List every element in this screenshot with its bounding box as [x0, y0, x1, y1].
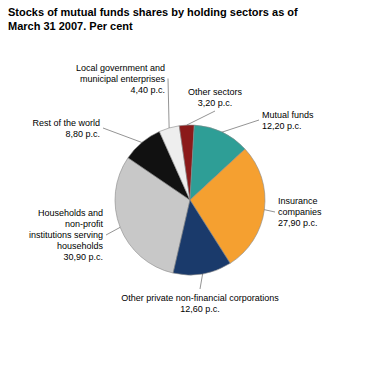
value-label: 3,20 p.c. [198, 98, 233, 108]
slice-label-line: Households and [38, 208, 103, 218]
leader-line [106, 227, 120, 235]
value-label: 12,20 p.c. [262, 121, 302, 131]
slice-label-line: institutions serving [29, 230, 103, 240]
slice-label: Rest of the world [32, 118, 100, 128]
value-label: 12,60 p.c. [180, 304, 220, 314]
value-label: 27,90 p.c. [278, 218, 318, 228]
leader-line [187, 111, 215, 125]
slice-label: Households andnon-profitinstitutions ser… [29, 208, 104, 251]
title-line: Stocks of mutual funds shares by holding… [8, 6, 298, 18]
slice-label-line: Rest of the world [32, 118, 100, 128]
slice-label-line: non-profit [65, 219, 104, 229]
slice [173, 200, 230, 275]
slice-label-line: Other sectors [188, 87, 243, 97]
leader-line [222, 120, 259, 132]
leader-line [264, 210, 275, 212]
pie [115, 125, 265, 275]
value-label: 8,80 p.c. [65, 129, 100, 139]
leader-line [168, 79, 169, 128]
value-label: 4,40 p.c. [130, 85, 165, 95]
slice-label-line: Mutual funds [262, 110, 314, 120]
slice-label-line: companies [278, 207, 322, 217]
value-label: 30,90 p.c. [63, 252, 103, 262]
labels: Households andnon-profitinstitutions ser… [29, 63, 322, 314]
chart: Stocks of mutual funds shares by holding… [0, 0, 365, 371]
slice-label-line: Local government and [76, 63, 165, 73]
title: Stocks of mutual funds shares by holding… [8, 6, 298, 32]
slice-label: Mutual funds [262, 110, 314, 120]
slice-label: Local government andmunicipal enterprise… [76, 63, 166, 84]
slice-label-line: Insurance [278, 196, 318, 206]
slice-label-line: Other private non-financial corporations [121, 293, 279, 303]
plot [115, 125, 265, 275]
slice-label: Insurancecompanies [278, 196, 322, 217]
slice-label: Other private non-financial corporations [121, 293, 279, 303]
title-line: March 31 2007. Per cent [8, 20, 133, 32]
slice-label-line: households [57, 241, 104, 251]
slice-label-line: municipal enterprises [80, 74, 166, 84]
slice-label: Other sectors [188, 87, 243, 97]
leader-line [200, 274, 203, 289]
leader-line [103, 128, 142, 142]
